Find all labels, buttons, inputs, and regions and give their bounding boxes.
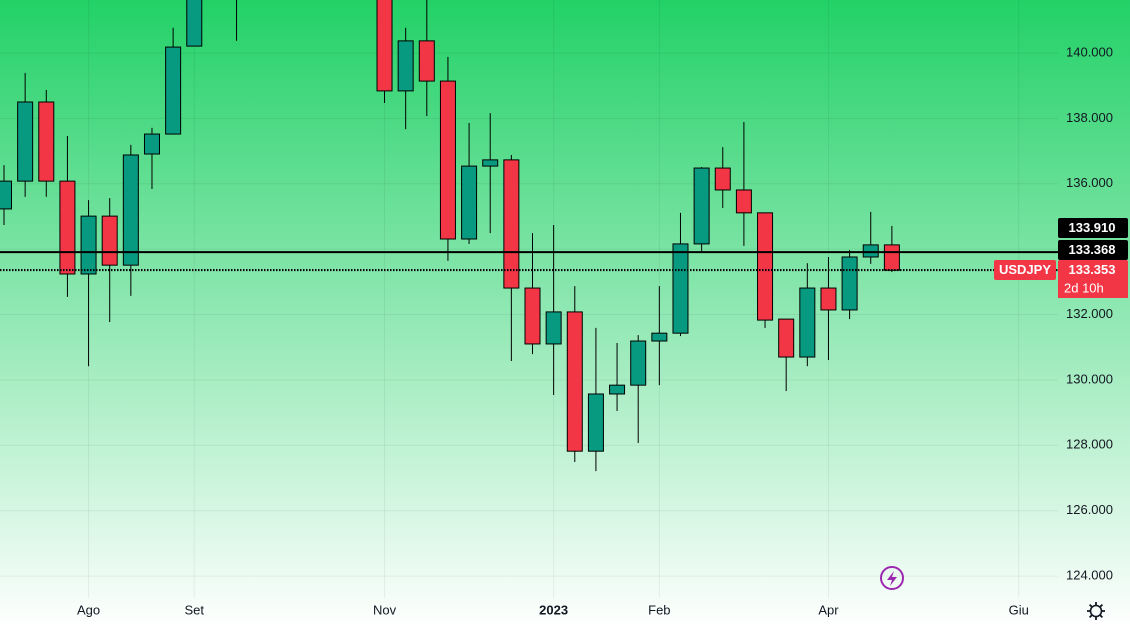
candle-body bbox=[862, 244, 879, 258]
y-tick-label: 126.000 bbox=[1066, 502, 1113, 517]
candle-body bbox=[587, 393, 604, 452]
candle-body bbox=[165, 46, 182, 135]
y-tick-label: 136.000 bbox=[1066, 175, 1113, 190]
candle-body bbox=[439, 80, 456, 240]
x-tick-label: Nov bbox=[373, 602, 397, 617]
axes: 124.000126.000128.000130.000132.000134.0… bbox=[77, 44, 1128, 617]
y-tick-label: 128.000 bbox=[1066, 437, 1113, 452]
candle-body bbox=[122, 154, 139, 266]
candle-body bbox=[714, 167, 731, 191]
candle-body bbox=[482, 159, 499, 167]
price-label-box bbox=[1058, 260, 1128, 280]
candle-body bbox=[609, 384, 626, 395]
candle-body bbox=[799, 287, 816, 358]
candle-body bbox=[566, 311, 583, 452]
candle-body bbox=[524, 287, 541, 345]
y-tick-label: 124.000 bbox=[1066, 568, 1113, 583]
symbol-box bbox=[994, 260, 1056, 280]
y-tick-label: 140.000 bbox=[1066, 44, 1113, 59]
price-label: 133.368 bbox=[1069, 242, 1116, 257]
plot-area bbox=[0, 0, 1058, 472]
candle-body bbox=[757, 212, 774, 321]
candle-body bbox=[0, 180, 12, 210]
x-tick-label: Apr bbox=[818, 602, 839, 617]
lightning-icon[interactable] bbox=[880, 566, 904, 590]
x-tick-label: Ago bbox=[77, 602, 100, 617]
candle-body bbox=[883, 244, 900, 271]
countdown-label: 2d 10h bbox=[1064, 280, 1104, 295]
candle-body bbox=[17, 101, 34, 182]
candle-body bbox=[545, 311, 562, 345]
price-label: 133.910 bbox=[1069, 220, 1116, 235]
symbol-label: USDJPY bbox=[999, 262, 1051, 277]
candle-body bbox=[820, 287, 837, 311]
price-label-box bbox=[1058, 218, 1128, 238]
candle-body bbox=[143, 133, 160, 155]
x-tick-label: Set bbox=[185, 602, 205, 617]
y-tick-label: 138.000 bbox=[1066, 110, 1113, 125]
candle-body bbox=[651, 332, 668, 342]
price-label-box bbox=[1058, 240, 1128, 260]
candle-body bbox=[672, 243, 689, 334]
price-label: 133.353 bbox=[1069, 262, 1116, 277]
candle-body bbox=[418, 40, 435, 82]
x-tick-label: Feb bbox=[648, 602, 670, 617]
candle-body bbox=[186, 0, 203, 47]
x-tick-label: 2023 bbox=[539, 602, 568, 617]
settings-icon[interactable] bbox=[1087, 602, 1105, 620]
candle-body bbox=[461, 165, 478, 240]
candle-body bbox=[397, 40, 414, 92]
candle-body bbox=[503, 159, 520, 289]
y-tick-label: 130.000 bbox=[1066, 371, 1113, 386]
candle-body bbox=[778, 318, 795, 358]
candle-body bbox=[693, 167, 710, 245]
candle-body bbox=[38, 101, 55, 182]
candle-body bbox=[630, 340, 647, 386]
candle-body bbox=[376, 0, 393, 92]
candle-body bbox=[841, 256, 858, 311]
candle-body bbox=[101, 215, 118, 266]
countdown-box bbox=[1058, 279, 1128, 298]
y-tick-label: 132.000 bbox=[1066, 306, 1113, 321]
candle-body bbox=[59, 180, 76, 275]
candle-body bbox=[735, 189, 752, 214]
x-tick-label: Giu bbox=[1009, 602, 1029, 617]
candle-body bbox=[80, 215, 97, 275]
